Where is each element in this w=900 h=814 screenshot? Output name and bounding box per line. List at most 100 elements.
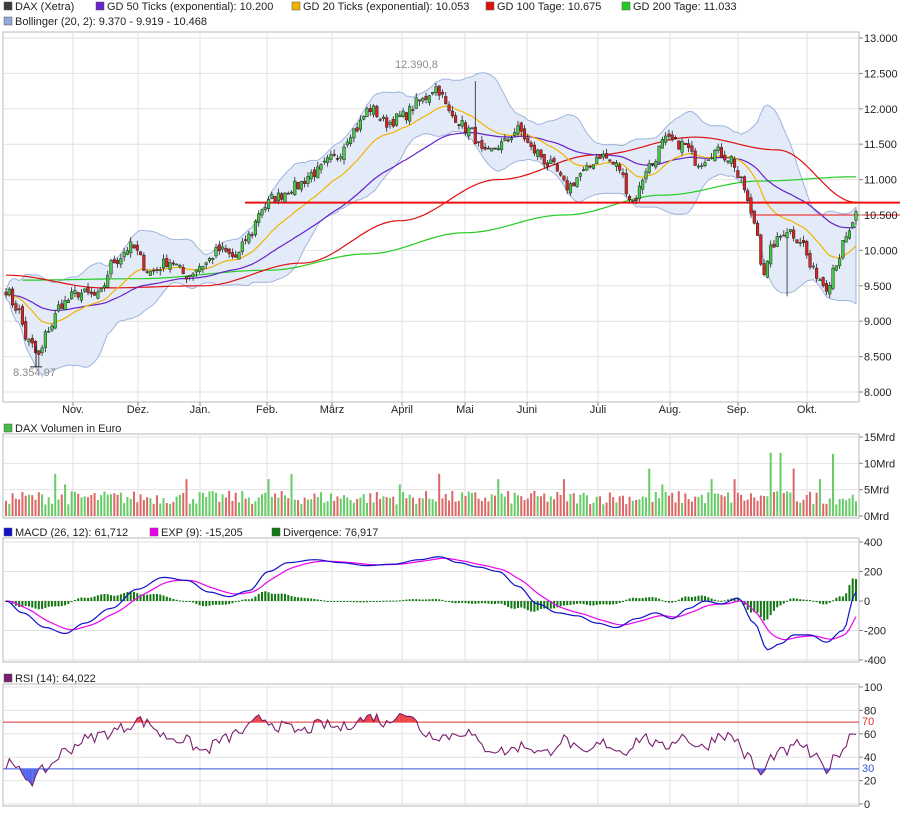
volume-bar [438, 473, 441, 516]
macd-divergence-bar [402, 599, 405, 601]
volume-bar [333, 500, 336, 516]
candle-body [736, 170, 740, 178]
volume-bar [119, 492, 122, 516]
month-label: Aug. [659, 404, 682, 416]
macd-divergence-bar [720, 600, 723, 602]
candle-body [444, 96, 448, 105]
volume-bar [799, 502, 802, 516]
volume-bar [375, 491, 378, 516]
candle-body [683, 142, 687, 145]
volume-bar [323, 502, 326, 516]
volume-bar [457, 500, 460, 516]
volume-bar [264, 492, 267, 516]
macd-divergence-bar [549, 601, 552, 609]
volume-bar [625, 504, 628, 516]
candle-body [634, 198, 638, 202]
macd-divergence-bar [215, 601, 218, 605]
volume-bar [336, 496, 339, 516]
rsi-oversold-fill [25, 768, 29, 781]
candle-body [434, 86, 438, 94]
candle-body [624, 173, 628, 195]
macd-divergence-bar [149, 594, 152, 601]
candle-body [194, 269, 198, 273]
macd-divergence-bar [444, 600, 447, 602]
macd-divergence-bar [497, 601, 500, 604]
tick-label: 40 [864, 752, 876, 764]
macd-divergence-bar [461, 601, 464, 603]
candle-body [93, 292, 97, 296]
volume-bar [727, 492, 730, 516]
macd-divergence-bar [123, 592, 126, 601]
volume-bar [654, 491, 657, 516]
macd-divergence-bar [57, 601, 60, 607]
volume-bar [838, 499, 841, 516]
tick-label: 10.000 [864, 245, 898, 257]
candle-body [700, 165, 704, 167]
macd-divergence-bar [651, 597, 654, 601]
candle-body [175, 263, 179, 266]
volume-bar [618, 496, 621, 516]
volume-bar [569, 494, 572, 516]
candle-body [746, 190, 750, 201]
candle-body [680, 140, 684, 153]
volume-bar [234, 492, 237, 516]
volume-bar [67, 504, 70, 516]
macd-divergence-bar [822, 601, 825, 605]
rsi-oversold-fill [829, 768, 834, 770]
candle-body [322, 160, 326, 163]
volume-bar [497, 479, 500, 516]
macd-divergence-bar [434, 599, 437, 601]
macd-divergence-bar [644, 597, 647, 601]
macd-divergence-bar [352, 601, 355, 603]
macd-signal-line [5, 557, 857, 641]
candle-body [276, 192, 280, 202]
candle-body [831, 267, 835, 289]
macd-divergence-bar [73, 599, 76, 601]
candle-body [319, 164, 323, 170]
macd-y-axis: 400 200 0 -200 -400 [859, 537, 886, 667]
macd-divergence-bar [257, 594, 260, 601]
macd-divergence-bar [385, 600, 388, 602]
bollinger-area [5, 72, 857, 376]
volume-bar [786, 491, 789, 516]
macd-divergence-bar [221, 601, 224, 605]
volume-bar [431, 499, 434, 516]
tick-label: 8.500 [864, 352, 892, 364]
volume-bar [605, 502, 608, 516]
tick-label: -400 [864, 655, 886, 667]
macd-divergence-bar [44, 601, 47, 608]
candle-body [801, 240, 806, 244]
candle-body [450, 110, 454, 117]
tick-label: 80 [864, 705, 876, 717]
candle-body [312, 169, 317, 177]
candle-body [375, 106, 379, 117]
candle-body [618, 164, 622, 171]
candle-body [519, 122, 523, 132]
volume-bar [599, 496, 602, 516]
macd-divergence-bar [658, 598, 661, 601]
macd-divergence-bar [618, 601, 621, 603]
volume-bar [224, 497, 227, 516]
month-label: Nov. [62, 404, 84, 416]
macd-divergence-bar [408, 599, 411, 601]
macd-divergence-bar [316, 599, 319, 601]
macd-divergence-bar [297, 597, 300, 601]
volume-bar [87, 497, 90, 516]
volume-bar [106, 494, 109, 516]
candle-body [358, 119, 362, 130]
candle-body [83, 288, 87, 292]
volume-y-axis: 15Mrd 10Mrd 5Mrd 0Mrd [859, 432, 895, 523]
volume-bar [192, 499, 195, 516]
candle-body [513, 132, 517, 136]
rsi-oversold-label: 30 [862, 763, 874, 775]
candle-body [53, 313, 57, 329]
volume-bar [27, 494, 30, 516]
volume-bar [579, 494, 582, 516]
macd-divergence-bar [536, 601, 539, 611]
candle-body [365, 108, 369, 117]
candle-body [109, 260, 113, 275]
macd-divergence-bar [264, 591, 267, 601]
macd-divergence-bar [507, 601, 510, 607]
volume-bar [241, 491, 244, 516]
